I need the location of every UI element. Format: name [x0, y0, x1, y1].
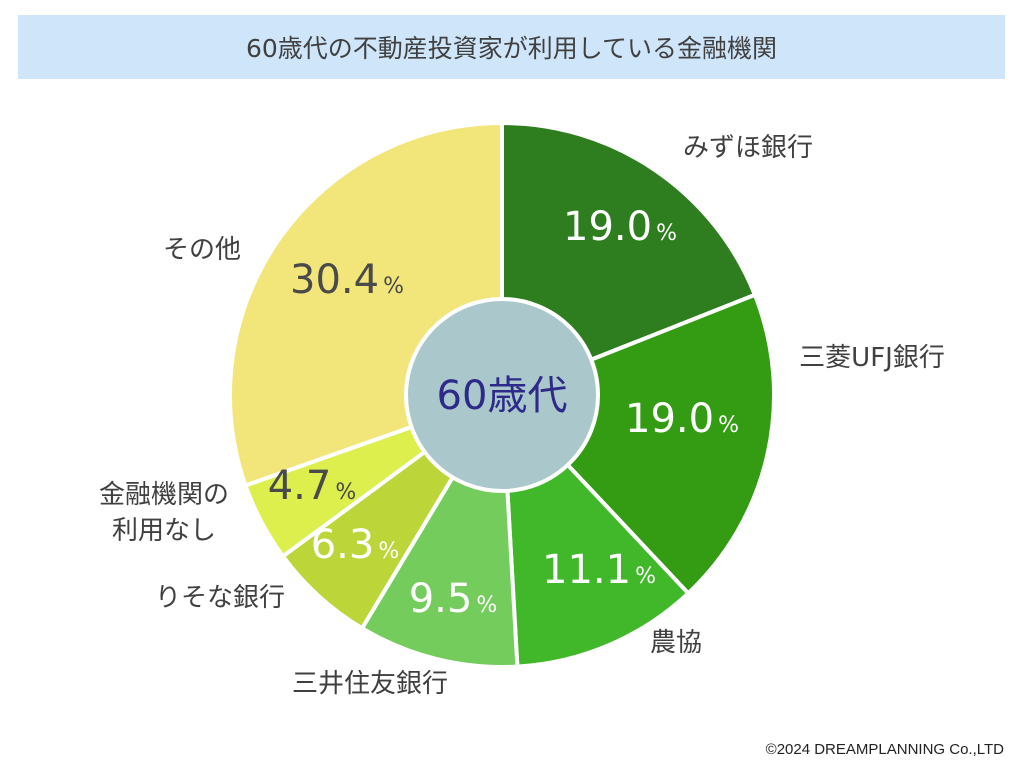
slice-category-label: その他: [163, 235, 241, 265]
center-label: 60歳代: [437, 373, 568, 419]
slice-value-label: 9.5%: [409, 576, 498, 622]
slice-category-label: 農協: [650, 628, 702, 658]
slice-category-label: 三井住友銀行: [292, 669, 448, 699]
slice-value-label: 19.0%: [563, 204, 677, 250]
slice-value-label: 19.0%: [625, 396, 739, 442]
chart-title: 60歳代の不動産投資家が利用している金融機関: [18, 15, 1005, 79]
slice-category-label: 金融機関の利用なし: [99, 480, 229, 546]
slice-value-label: 6.3%: [311, 522, 400, 568]
slice-category-label: みずほ銀行: [683, 133, 813, 163]
slice-category-label: 三菱UFJ銀行: [799, 343, 945, 373]
donut-center: [404, 297, 600, 493]
copyright-text: ©2024 DREAMPLANNING Co.,LTD: [765, 741, 1004, 758]
slice-value-label: 30.4%: [290, 257, 404, 303]
slice-category-label: りそな銀行: [155, 583, 285, 613]
slice-value-label: 4.7%: [268, 463, 357, 509]
slice-value-label: 11.1%: [542, 547, 656, 593]
